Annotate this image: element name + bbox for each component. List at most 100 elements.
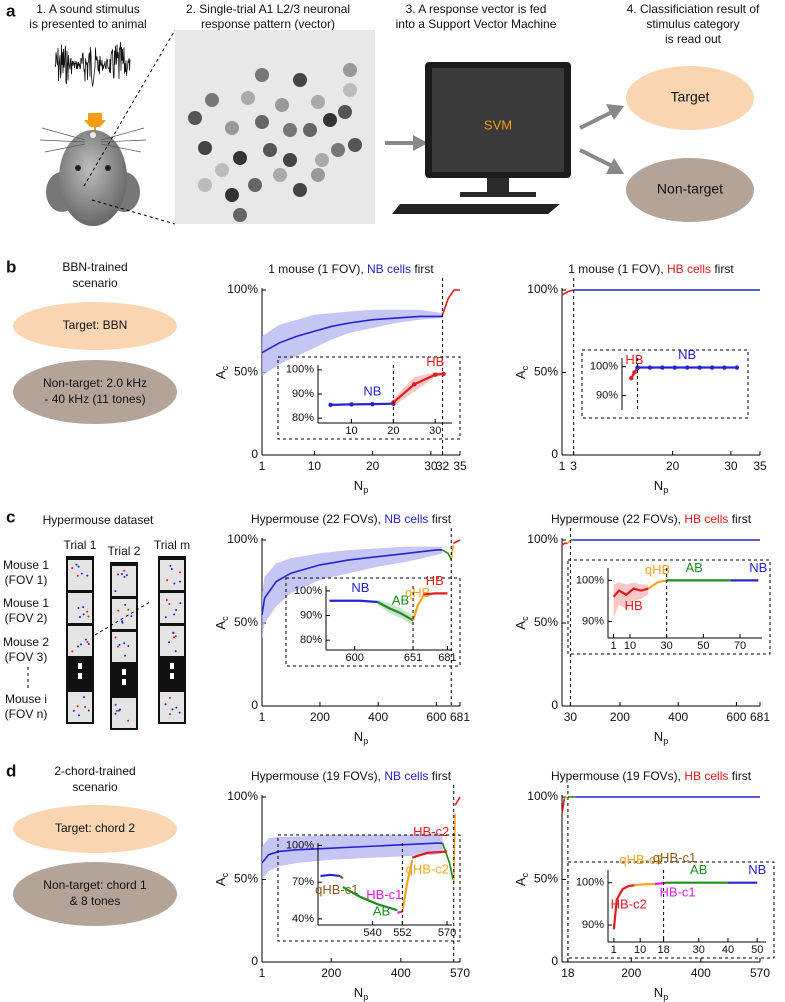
frame-dot — [71, 650, 74, 653]
frame — [68, 593, 92, 623]
shape — [413, 135, 428, 151]
frame-dot — [84, 706, 87, 709]
series-label: HB-c2 — [611, 896, 647, 911]
series-label: HB — [625, 352, 643, 367]
shape — [432, 68, 564, 172]
point — [647, 365, 653, 370]
neuron-dot — [248, 178, 262, 192]
series-line — [261, 842, 443, 864]
frame-dot — [80, 572, 83, 575]
frame-dot — [71, 567, 74, 570]
x-axis-label: Np — [354, 729, 368, 746]
frame-dot — [123, 575, 126, 578]
title-part: first — [711, 262, 734, 276]
shape — [44, 143, 86, 153]
x-tick-label: 1 — [559, 459, 566, 473]
frame-dot — [168, 641, 171, 644]
neuron-dot — [315, 153, 329, 167]
step-text: 3. A response vector is fed — [406, 2, 547, 16]
y-tick-label: 80% — [300, 634, 322, 646]
frame-dot — [172, 636, 175, 639]
x-tick-label: 600 — [426, 710, 446, 724]
title-part: first — [411, 262, 434, 276]
neuron-dot — [198, 141, 212, 155]
x-tick-label: 3 — [570, 459, 577, 473]
label-sub: p — [663, 992, 668, 1002]
shape — [100, 143, 142, 153]
step-text: response pattern (vector) — [201, 17, 335, 31]
frame-dot — [84, 638, 87, 641]
title-part: 1 mouse (1 FOV), — [568, 262, 667, 276]
neuron-dot — [215, 163, 229, 177]
series-label: HB-c1 — [366, 887, 402, 902]
point — [722, 365, 727, 370]
mouse-label: (FOV 3) — [5, 650, 48, 664]
gap-mark — [78, 663, 82, 669]
mouse-label: Mouse 1 — [3, 596, 49, 610]
y-tick-label: 100% — [590, 361, 618, 373]
frame — [68, 560, 92, 590]
frame-dot — [174, 635, 177, 638]
series-line — [261, 315, 443, 354]
y-tick-label: 50% — [534, 615, 558, 629]
step-text: 2. Single-trial A1 L2/3 neuronal — [186, 2, 350, 16]
nontarget-ellipse — [13, 862, 177, 926]
target-ellipse — [626, 66, 754, 130]
frame-dot — [82, 613, 85, 616]
frame-dot — [124, 603, 127, 606]
point — [441, 371, 446, 377]
neuron-dot — [283, 123, 297, 137]
frame-dot — [171, 708, 174, 711]
x-axis-label: Np — [354, 985, 368, 1002]
neuron-dot — [233, 151, 247, 165]
series-line — [454, 796, 461, 806]
frame-dot — [130, 615, 133, 618]
y-tick-label: 90% — [596, 389, 618, 401]
title-part: Hypermouse (19 FOVs), — [551, 769, 684, 783]
y-tick-label: 100% — [286, 364, 314, 376]
point — [685, 365, 690, 370]
frame-dot — [87, 615, 90, 618]
series-line — [397, 910, 403, 914]
series-line — [452, 539, 461, 545]
point — [709, 365, 715, 370]
neuron-dot — [241, 91, 255, 105]
x-tick-label: 1 — [259, 966, 266, 980]
point — [734, 365, 740, 370]
frame-dot — [172, 631, 175, 634]
title-part: first — [428, 512, 451, 526]
series-line — [654, 882, 664, 886]
title-part: first — [428, 769, 451, 783]
x-tick-label: 570 — [438, 927, 456, 939]
response-pattern-box — [175, 30, 375, 224]
x-tick-label: 400 — [668, 710, 688, 724]
series-line — [441, 549, 452, 561]
scenario-text: BBN-trained — [62, 260, 127, 274]
x-tick-label: 1 — [259, 710, 266, 724]
neuron-dot — [255, 115, 269, 129]
title-part: 1 mouse (1 FOV), — [268, 262, 367, 276]
x-tick-label: 540 — [363, 927, 381, 939]
series-label: HB — [426, 573, 444, 588]
frame — [160, 626, 184, 656]
neuron-dot — [311, 168, 325, 182]
scenario-text: scenario — [72, 780, 118, 794]
shape — [75, 165, 81, 171]
series-label: AB — [690, 862, 707, 877]
series-label: qHB-c1 — [653, 850, 696, 865]
gap-mark — [170, 673, 174, 679]
shape — [88, 113, 102, 120]
series-label: AB — [373, 904, 390, 919]
frame-dot — [86, 574, 89, 577]
x-tick-label: 30 — [424, 459, 438, 473]
x-axis-label: Np — [654, 729, 668, 746]
nontarget-label: Non-target — [657, 181, 723, 197]
neuron-dot — [293, 183, 307, 197]
label-main: A — [513, 370, 528, 379]
frame-dot — [78, 615, 81, 618]
chart-title: Hypermouse (19 FOVs), HB cells first — [551, 769, 752, 783]
shape — [487, 178, 509, 192]
label-main: N — [654, 985, 663, 1000]
series-line — [634, 882, 655, 887]
frame-dot — [164, 616, 167, 619]
